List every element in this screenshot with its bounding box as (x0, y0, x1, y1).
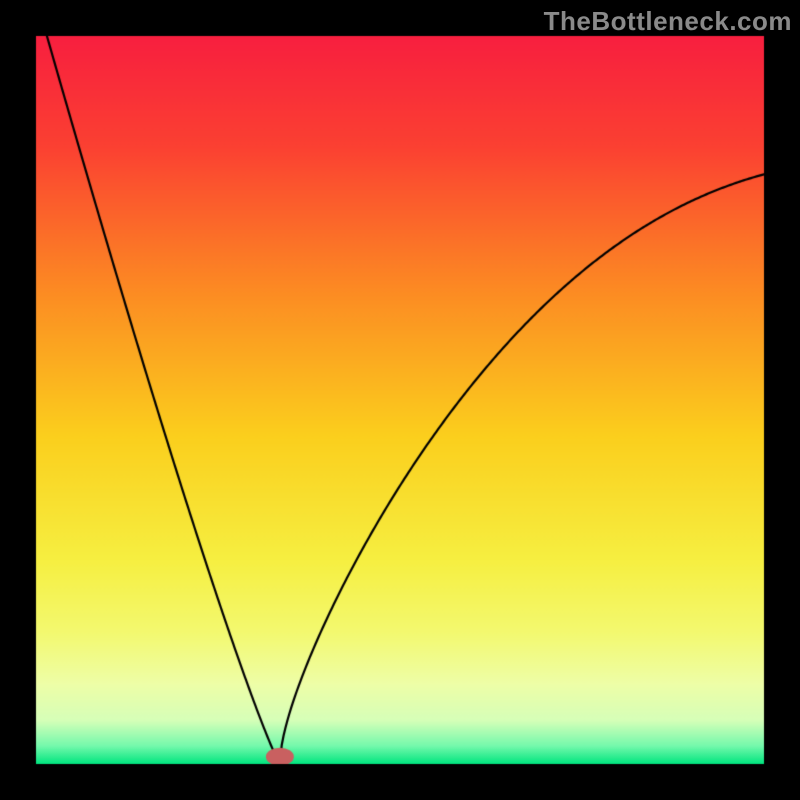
bottleneck-chart (0, 0, 800, 800)
watermark-label: TheBottleneck.com (544, 6, 792, 37)
chart-container: TheBottleneck.com (0, 0, 800, 800)
